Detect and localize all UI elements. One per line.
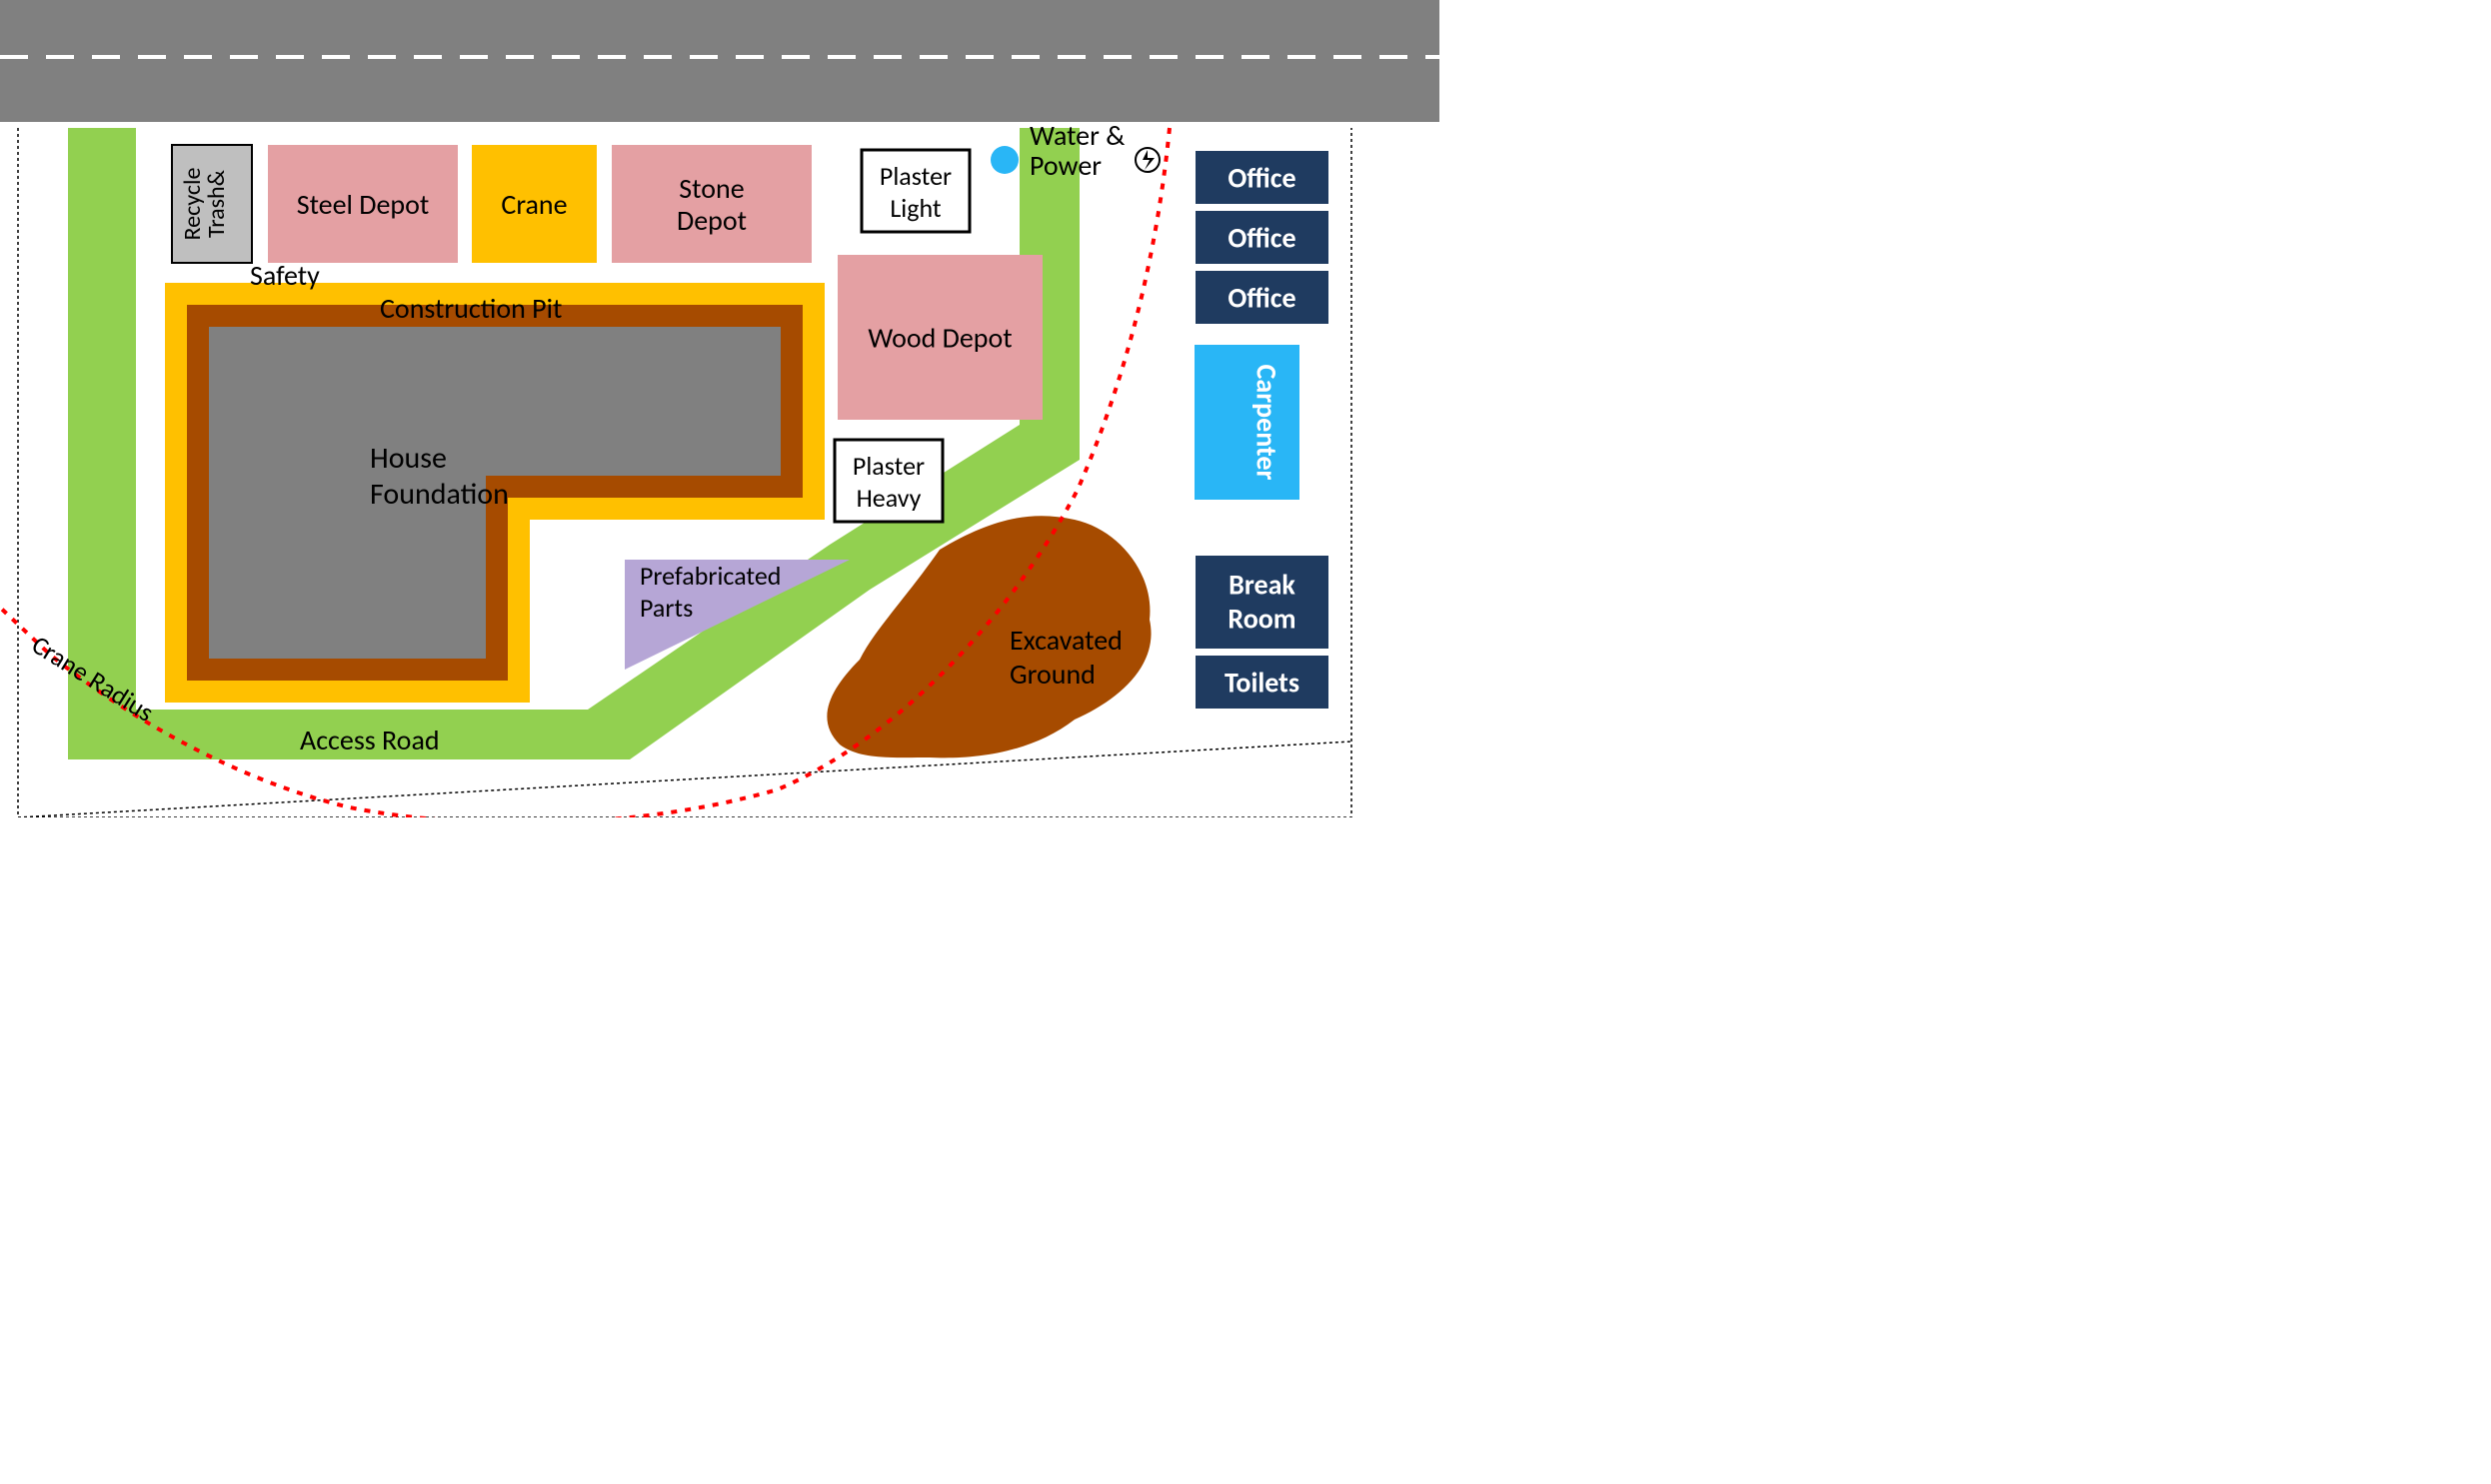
public-road — [0, 0, 1439, 122]
plaster-heavy-label-2: Heavy — [857, 482, 922, 514]
prefab-label-2: Parts — [640, 592, 693, 624]
plaster-light-label-1: Plaster — [880, 160, 952, 192]
break-room-label-1: Break — [1229, 568, 1295, 603]
water-power-label-2: Power — [1030, 148, 1102, 183]
office-3-label: Office — [1228, 281, 1295, 316]
plaster-heavy-label-1: Plaster — [853, 450, 925, 482]
stone-depot-label-2: Depot — [677, 203, 747, 238]
pit-label: Construction Pit — [380, 291, 562, 326]
steel-depot-label: Steel Depot — [297, 187, 430, 222]
excavated-label-2: Ground — [1010, 657, 1096, 692]
toilets-label: Toilets — [1225, 666, 1299, 701]
break-room-label-2: Room — [1228, 602, 1295, 637]
plaster-light-label-2: Light — [890, 192, 942, 224]
foundation-label-2: Foundation — [370, 476, 509, 513]
office-2-label: Office — [1228, 221, 1295, 256]
carpenter-label: Carpenter — [1249, 365, 1284, 481]
prefab-label-1: Prefabricated — [640, 560, 781, 592]
foundation-label-1: House — [370, 440, 447, 477]
power-bolt-icon — [1143, 150, 1155, 170]
excavated-label-1: Excavated — [1010, 623, 1123, 658]
site-plan: Access Road Safety Construction Pit HouseFo… — [0, 0, 1439, 817]
office-1-label: Office — [1228, 161, 1295, 196]
wood-depot-label: Wood Depot — [868, 321, 1012, 356]
crane-box-label: Crane — [501, 187, 567, 222]
safety-label: Safety — [250, 258, 320, 293]
water-icon — [991, 146, 1019, 174]
stone-depot-label-1: Stone — [679, 171, 744, 206]
trash-label-2: Recycle — [178, 168, 207, 241]
access-road-label: Access Road — [300, 723, 440, 757]
